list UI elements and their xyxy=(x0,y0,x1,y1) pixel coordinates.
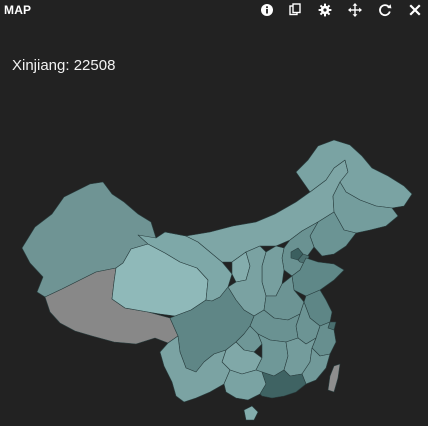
move-icon[interactable] xyxy=(348,3,362,17)
refresh-icon[interactable] xyxy=(378,3,392,17)
region-taiwan[interactable] xyxy=(327,363,341,393)
region-heilongjiang[interactable] xyxy=(295,139,413,209)
region-guangdong[interactable] xyxy=(259,369,307,399)
region-shandong[interactable] xyxy=(291,257,345,297)
info-icon[interactable] xyxy=(260,3,274,17)
region-fujian[interactable] xyxy=(301,347,331,385)
region-tooltip: Xinjiang: 22508 xyxy=(12,57,116,74)
close-icon[interactable] xyxy=(408,3,422,17)
region-guangxi[interactable] xyxy=(223,369,267,401)
panel-title: MAP xyxy=(4,3,32,17)
gear-icon[interactable] xyxy=(318,3,332,17)
panel-header: MAP xyxy=(0,0,428,22)
copy-icon[interactable] xyxy=(288,3,302,17)
region-hainan[interactable] xyxy=(243,405,259,421)
